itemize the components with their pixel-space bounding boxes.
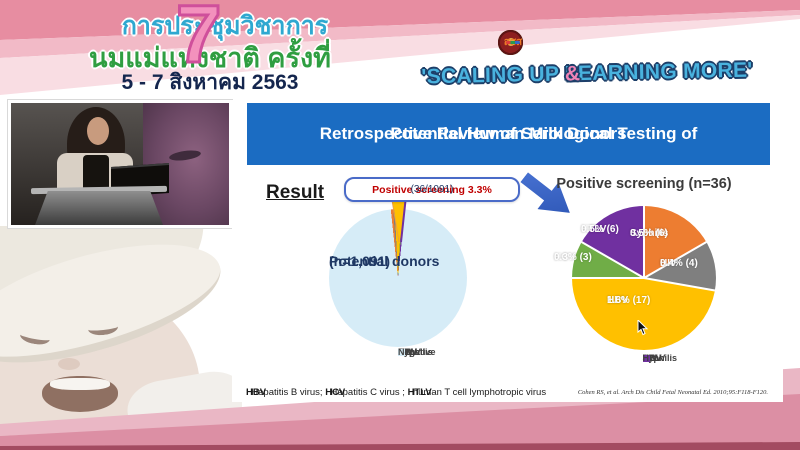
speaker-video-panel (7, 99, 233, 229)
thai-health-sss-logo: สสส (498, 30, 528, 55)
result-label: Result (266, 182, 325, 203)
legend-swatch (398, 348, 405, 356)
conference-header-banner: การประชุมวิชาการ นมแม่แห่งชาติ ครั้งที่ … (0, 0, 800, 100)
slide-title-bar: Retrospective Review of Serological Test… (247, 103, 770, 165)
podium (35, 191, 163, 225)
potential-donors-pie-chart (329, 209, 467, 347)
pie-slice-separators (572, 206, 716, 292)
positive-screening-callout: Positive screening 3.3% (36/1091) (344, 177, 520, 202)
abbreviation-footnote: HBV: Hepatitis B virus; HCV: Hepatitis C… (246, 387, 547, 398)
sponsor-logos-row: ✚ ✪ สสส (498, 28, 794, 56)
exploded-positive-wedge (391, 196, 407, 243)
edition-number: 7 (175, 0, 224, 80)
slide-title-line2: Potential Human Milk Donors (390, 123, 627, 143)
slide-title-line1: Retrospective Review of Serological Test… (319, 123, 698, 143)
baby-nose (58, 358, 80, 370)
conference-title-line2: นมแม่แห่งชาติ ครั้งที่ (89, 43, 331, 73)
mouse-cursor-icon (637, 320, 649, 336)
right-pie-title: Positive screening (n=36) (556, 176, 732, 192)
citation-text: Cohen RS, et al. Arch Dis Child Fetal Ne… (577, 389, 768, 396)
baby-teeth (50, 378, 110, 390)
conference-slogan: 'SCALING UP & LEARNING MORE' (421, 58, 753, 89)
conference-title-line1: การประชุมวิชาการ (121, 12, 329, 40)
speaker-face (87, 117, 109, 145)
presentation-slide: Retrospective Review of Serological Test… (232, 100, 783, 402)
conference-dates: 5 - 7 สิงหาคม 2563 (121, 71, 299, 94)
legend-swatch (642, 354, 650, 362)
